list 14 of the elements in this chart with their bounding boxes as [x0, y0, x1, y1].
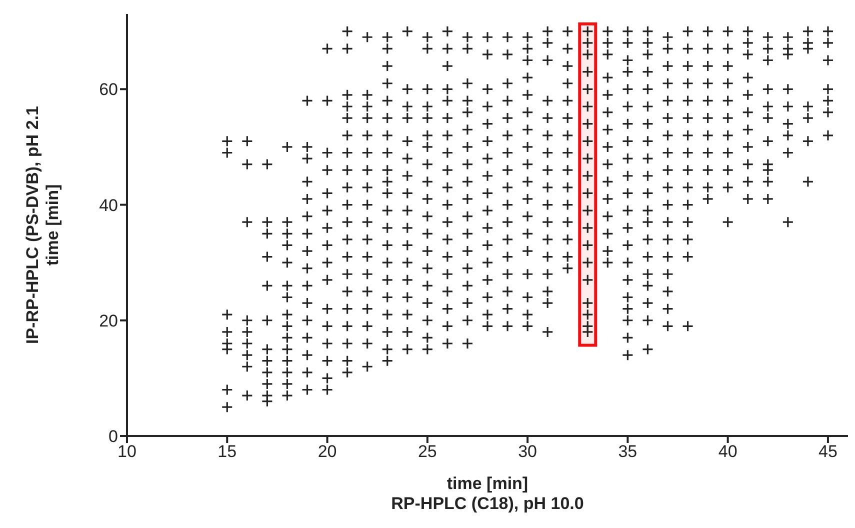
x-tick-label: 20 — [318, 442, 337, 462]
x-tick-label: 10 — [118, 442, 136, 462]
x-axis-title: time [min] RP-HPLC (C18), pH 10.0 — [391, 474, 584, 513]
x-tick-label: 35 — [618, 442, 638, 462]
y-tick-label: 20 — [99, 311, 118, 330]
x-tick-label: 45 — [818, 442, 838, 462]
y-tick-label: 60 — [99, 80, 118, 100]
x-tick-label: 15 — [218, 442, 237, 462]
x-tick-label: 30 — [518, 442, 538, 462]
y-axis-title: IP-RP-HPLC (PS-DVB), pH 2.1 time [min] — [23, 106, 62, 344]
y-tick-label: 40 — [99, 196, 118, 215]
y-tick-label: 0 — [108, 427, 118, 446]
x-tick-label: 25 — [418, 442, 437, 462]
x-tick-label: 40 — [718, 442, 738, 462]
